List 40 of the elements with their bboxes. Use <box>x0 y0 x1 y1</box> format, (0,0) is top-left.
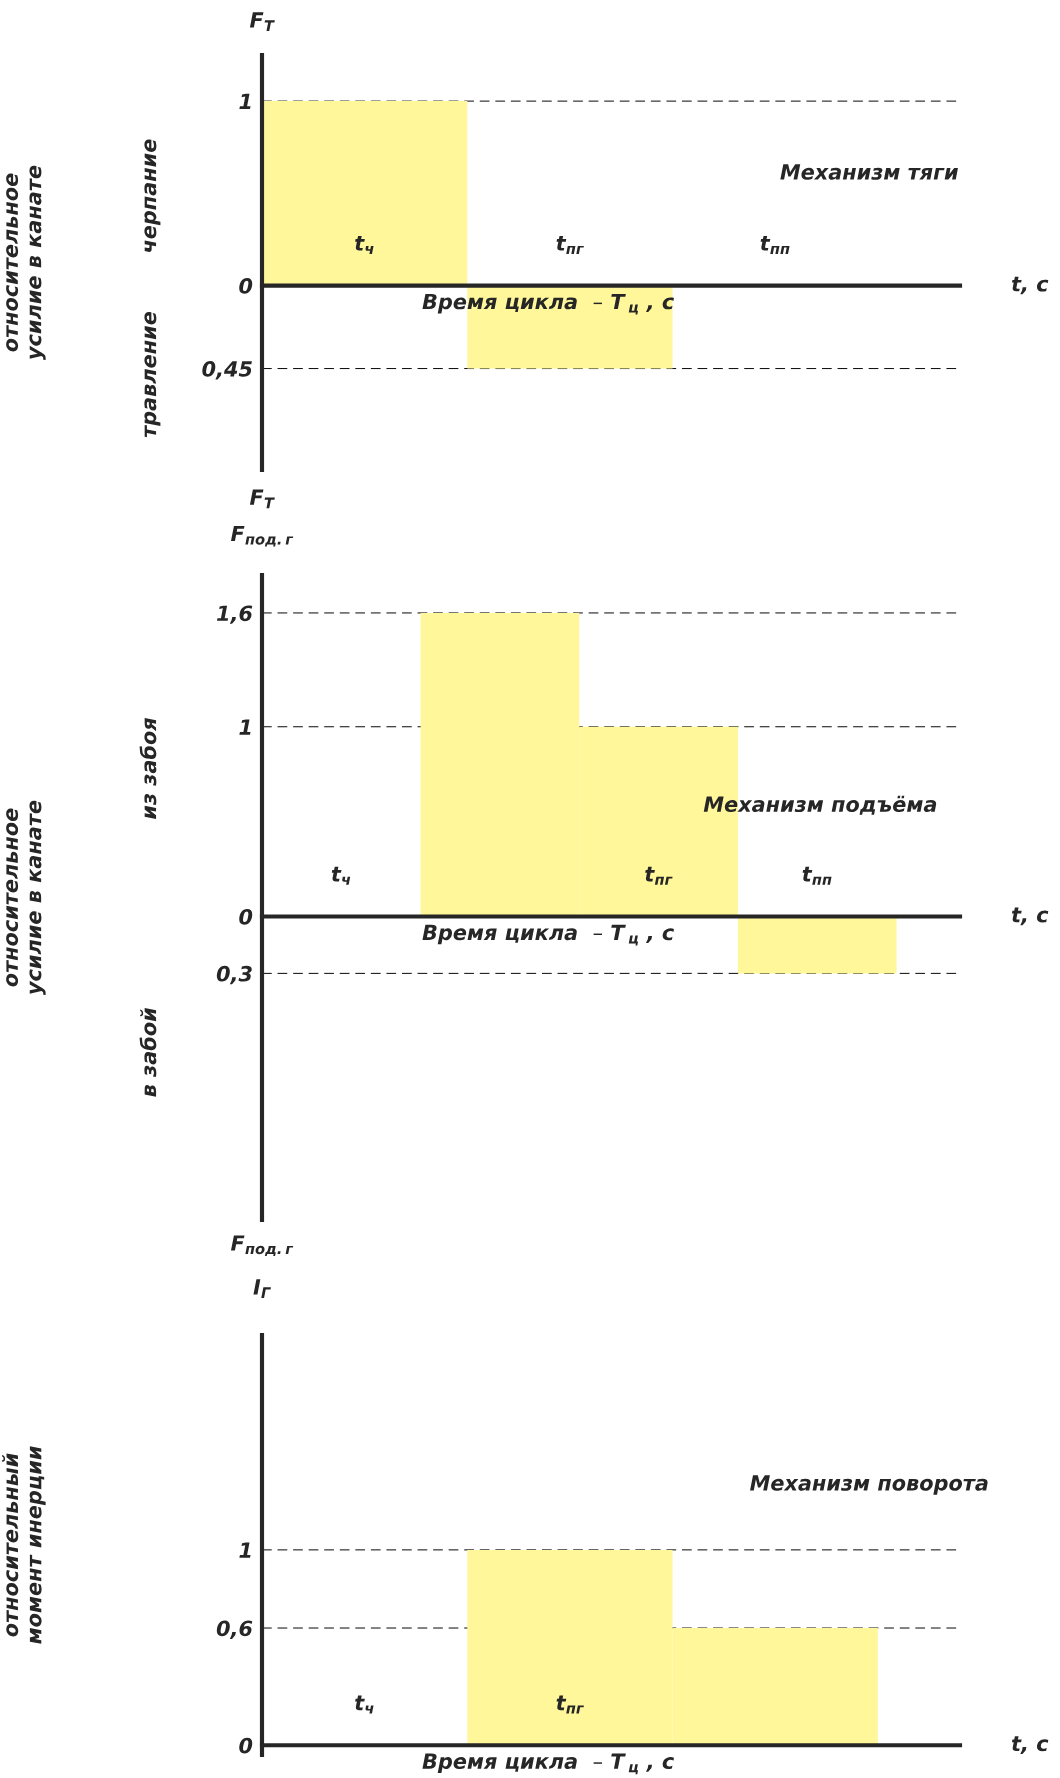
y-tick-label: 1 <box>239 93 251 110</box>
y-tick-label: 0 <box>239 908 253 925</box>
text: черпание <box>144 139 161 252</box>
x-tick-label: t$_{пг}$ <box>645 866 673 885</box>
text: травление <box>144 311 161 438</box>
x-axis-title: Время цикла – T$_{ц}$ , с <box>422 293 674 315</box>
y-axis-title: относительное усилие в канате <box>6 165 46 361</box>
text: Механизм поворота <box>750 1475 988 1495</box>
y-tick-label: 0,3 <box>216 965 252 985</box>
text: Механизм тяги <box>780 164 958 180</box>
text: Механизм подъёма <box>703 795 937 815</box>
text: t, с <box>1011 1736 1049 1754</box>
y-tick-label: 1,6 <box>216 605 253 624</box>
y-tick-label: 0 <box>239 1737 253 1754</box>
text: t, с <box>1011 276 1049 295</box>
bar <box>737 916 897 974</box>
x-tick-label: t$_{пп}$ <box>760 235 790 254</box>
y-tick-label: 0,6 <box>216 1620 253 1639</box>
text: F$_{под.г}$ <box>230 1235 294 1256</box>
text: t, с <box>1011 907 1049 926</box>
x-tick-label: t$_{пп}$ <box>802 866 832 885</box>
x-axis-title: Время цикла – T$_{ц}$ , с <box>422 1753 674 1775</box>
text: из забоя <box>139 717 157 820</box>
x-axis-title: Время цикла – T$_{ц}$ , с <box>422 924 674 946</box>
y-tick-label: 0 <box>239 278 253 294</box>
text: I$_{Г}$ <box>253 1279 271 1298</box>
text: F$_{Т}$ <box>249 12 275 31</box>
x-tick-label: t$_{ч}$ <box>355 1695 374 1714</box>
x-tick-label: t$_{ч}$ <box>331 866 351 885</box>
y-tick-label: 1 <box>239 719 251 735</box>
y-axis-title: относительное усилие в канате <box>6 800 46 996</box>
x-tick-label: t$_{пг}$ <box>556 1695 584 1714</box>
y-tick-label: 0,45 <box>202 361 252 380</box>
text: в забой <box>139 1007 157 1097</box>
text: F$_{Т}$ <box>249 489 275 509</box>
x-tick-label: t$_{пг}$ <box>556 235 584 254</box>
text: F$_{под.г}$ <box>230 525 294 547</box>
y-tick-label: 1 <box>239 1542 251 1558</box>
y-axis-title: относительный момент инерции <box>2 1446 46 1644</box>
x-tick-label: t$_{ч}$ <box>355 235 374 254</box>
